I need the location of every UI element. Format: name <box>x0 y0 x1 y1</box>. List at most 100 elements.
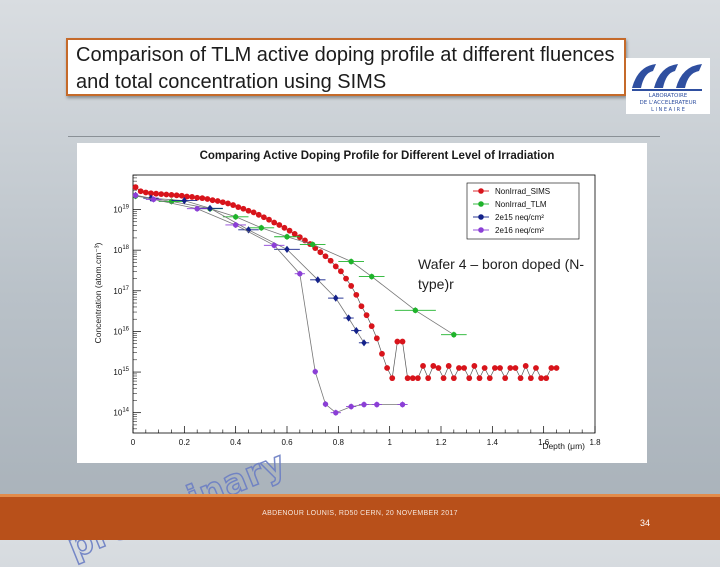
data-point <box>512 365 519 371</box>
data-point <box>450 375 457 382</box>
data-point <box>538 375 544 382</box>
data-point <box>209 197 216 204</box>
data-point <box>317 249 324 256</box>
data-point <box>322 253 329 260</box>
data-point <box>389 375 396 382</box>
data-point <box>543 375 550 382</box>
data-point <box>332 294 339 302</box>
data-point <box>266 216 272 223</box>
data-point <box>533 365 539 371</box>
data-point <box>338 268 344 275</box>
legend-label: 2e15 neq/cm² <box>495 213 544 222</box>
logo-arc-2 <box>654 64 678 88</box>
data-point <box>258 225 265 231</box>
x-tick-label: 1.4 <box>487 438 499 447</box>
series-line-2 <box>135 194 365 344</box>
data-point <box>471 363 478 369</box>
data-point <box>348 403 354 410</box>
logo-text-1: LABORATOIRE <box>649 93 688 99</box>
footer-accent <box>0 494 720 497</box>
y-tick-label: 1019 <box>113 205 129 215</box>
y-tick-label: 1014 <box>113 408 129 418</box>
data-point <box>230 202 237 208</box>
data-point <box>142 189 149 196</box>
chart-title: Comparing Active Doping Profile for Diff… <box>200 150 555 162</box>
chart-panel: Comparing Active Doping Profile for Diff… <box>77 143 647 463</box>
data-point <box>384 365 390 371</box>
data-point <box>435 365 442 371</box>
data-point <box>404 375 411 382</box>
data-point <box>309 241 316 248</box>
logo-underline <box>632 89 702 91</box>
data-point <box>507 365 514 371</box>
logo-text-2: DE L'ACCELERATEUR <box>639 100 696 106</box>
data-point <box>348 283 355 289</box>
x-tick-label: 1.8 <box>589 438 601 447</box>
logo-text-main: LAL <box>628 68 630 71</box>
legend-marker <box>478 214 484 220</box>
data-point <box>245 207 252 214</box>
x-tick-label: 0.6 <box>281 438 293 447</box>
data-point <box>153 190 159 197</box>
data-point <box>232 214 239 220</box>
slide-title-box: Comparison of TLM active doping profile … <box>66 38 626 96</box>
data-point <box>173 192 180 199</box>
data-point <box>286 227 293 234</box>
data-point <box>322 401 329 407</box>
data-point <box>425 375 432 382</box>
data-point <box>245 226 252 234</box>
data-point <box>332 263 339 270</box>
data-point <box>481 365 488 371</box>
data-point <box>214 198 221 204</box>
data-point <box>219 199 226 206</box>
data-point <box>255 211 262 218</box>
data-point <box>399 401 406 408</box>
data-point <box>194 194 201 201</box>
data-point <box>327 257 334 264</box>
data-point <box>368 323 375 330</box>
legend-marker <box>478 227 484 233</box>
x-tick-label: 1.2 <box>435 438 447 447</box>
data-point <box>199 195 206 202</box>
data-point <box>353 327 360 335</box>
data-point <box>399 338 406 345</box>
logo-arc-1 <box>632 64 656 88</box>
data-point <box>132 192 139 199</box>
data-point <box>184 193 190 200</box>
data-point <box>486 375 493 382</box>
data-point <box>527 375 534 382</box>
logo-arc-3 <box>676 64 702 88</box>
data-point <box>409 375 416 382</box>
data-point <box>297 271 303 277</box>
y-tick-label: 1018 <box>113 245 129 255</box>
series-line-1 <box>135 195 455 336</box>
data-point <box>374 401 380 408</box>
data-point <box>276 222 283 228</box>
data-point <box>240 205 247 212</box>
data-point <box>361 339 367 347</box>
data-point <box>415 375 421 382</box>
legend-label: NonIrrad_TLM <box>495 200 547 209</box>
x-tick-label: 0.2 <box>179 438 191 447</box>
data-point <box>517 375 524 382</box>
data-point <box>358 303 365 310</box>
data-point <box>333 409 339 416</box>
lal-logo: LAL LABORATOIRE DE L'ACCELERATEUR L I N … <box>626 58 710 114</box>
data-point <box>522 363 529 369</box>
x-tick-label: 0.8 <box>333 438 345 447</box>
wafer-note: Wafer 4 – boron doped (N-type)r <box>418 256 585 292</box>
data-point <box>361 401 367 408</box>
title-divider <box>68 136 660 137</box>
data-point <box>466 375 473 382</box>
data-point <box>492 365 498 371</box>
data-point <box>345 314 352 322</box>
y-tick-label: 1015 <box>113 367 129 377</box>
slide-title: Comparison of TLM active doping profile … <box>76 44 615 93</box>
data-point <box>163 191 170 198</box>
data-point <box>207 204 213 212</box>
data-point <box>250 209 257 216</box>
data-point <box>502 375 509 382</box>
data-point <box>271 242 277 248</box>
page-number: 34 <box>640 518 651 528</box>
data-point <box>461 365 467 371</box>
